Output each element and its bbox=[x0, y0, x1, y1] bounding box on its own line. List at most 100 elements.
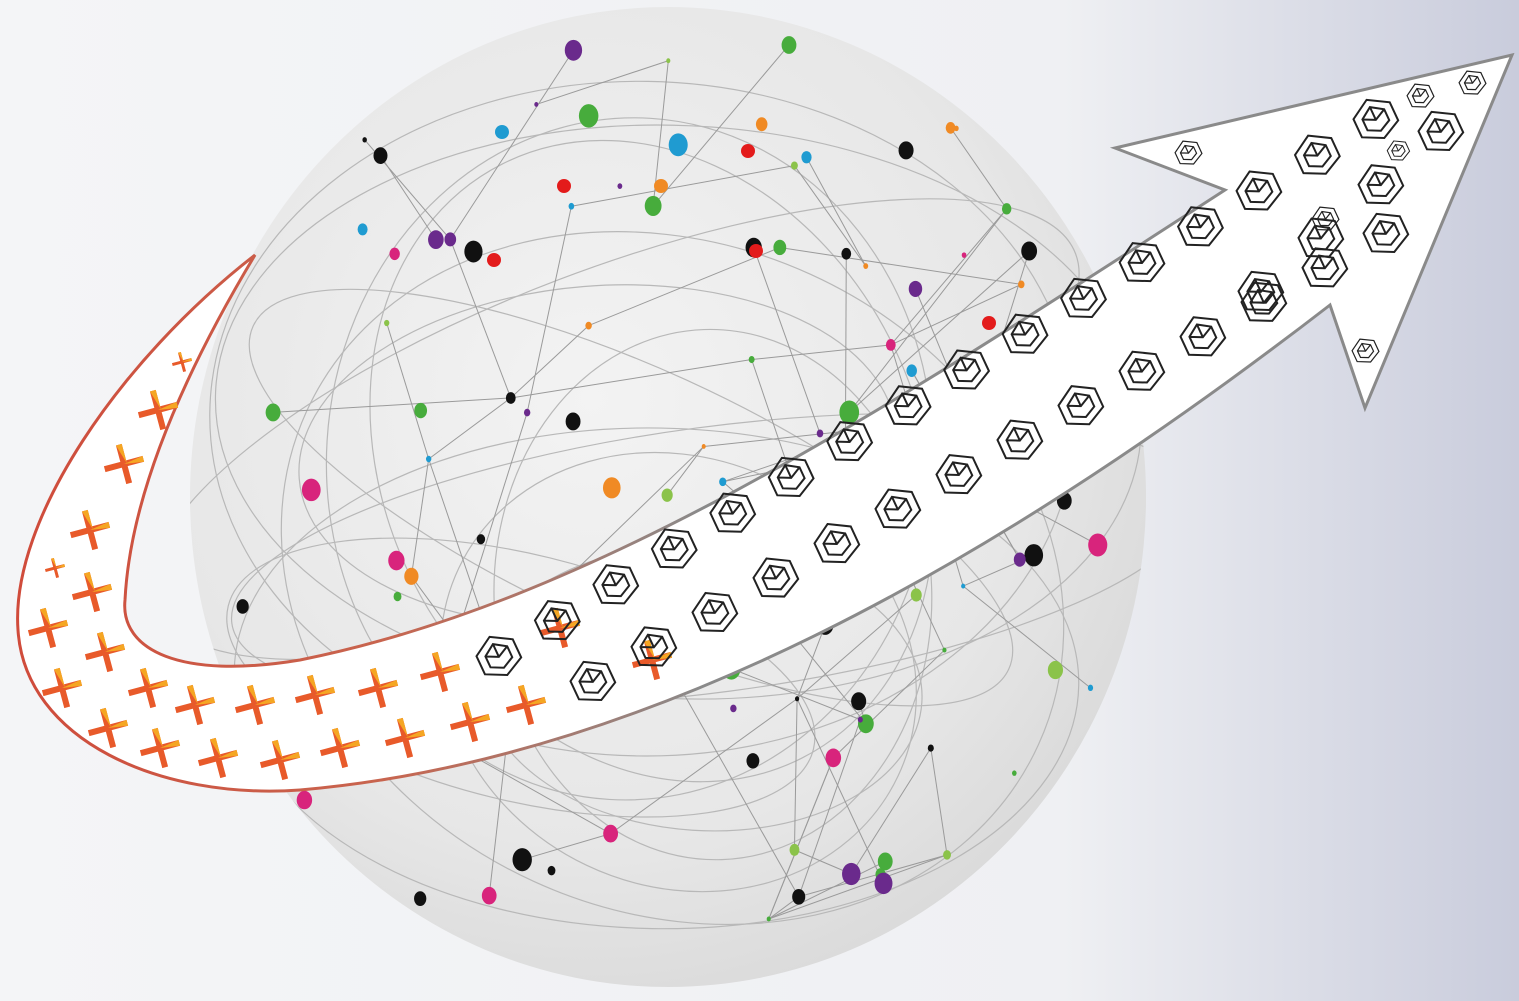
network-node bbox=[789, 843, 800, 856]
cross-shade bbox=[177, 351, 193, 362]
network-link bbox=[610, 698, 798, 835]
network-node bbox=[719, 477, 727, 487]
network-node bbox=[404, 567, 419, 585]
network-node bbox=[603, 824, 619, 843]
network-node bbox=[505, 392, 516, 404]
network-link bbox=[930, 748, 948, 855]
cross-icon bbox=[259, 739, 301, 781]
cross-shade bbox=[271, 739, 301, 760]
cube-inner bbox=[1411, 87, 1430, 104]
network-node bbox=[564, 39, 583, 61]
cross-shade bbox=[331, 727, 361, 748]
network-node bbox=[945, 122, 956, 134]
cross-shade bbox=[396, 717, 426, 738]
network-node bbox=[534, 102, 539, 107]
cube-icon bbox=[533, 600, 581, 641]
network-node bbox=[1087, 684, 1094, 692]
network-node bbox=[801, 151, 812, 164]
network-node bbox=[748, 356, 755, 364]
network-link bbox=[768, 854, 948, 920]
cross-icon bbox=[41, 667, 83, 709]
cube-inner bbox=[700, 599, 730, 625]
cube-outline bbox=[1351, 338, 1380, 363]
network-node bbox=[547, 865, 556, 876]
network-node bbox=[668, 133, 688, 157]
cube-outline bbox=[709, 492, 757, 533]
cube-icon bbox=[943, 349, 991, 390]
network-node bbox=[1021, 241, 1038, 261]
cube-inner bbox=[1188, 323, 1218, 350]
cube-icon bbox=[1311, 206, 1340, 231]
cube-inner bbox=[639, 633, 669, 660]
cube-icon bbox=[1179, 316, 1227, 357]
network-node bbox=[851, 692, 867, 711]
cube-outline bbox=[943, 349, 991, 390]
cube-inner bbox=[601, 571, 631, 598]
arrow-decoration bbox=[27, 70, 1487, 781]
cube-icon bbox=[935, 454, 983, 495]
cross-shade bbox=[139, 667, 169, 688]
cross-icon bbox=[69, 509, 111, 551]
cross-shade bbox=[209, 737, 239, 758]
cross-shade bbox=[96, 631, 126, 652]
cube-inner bbox=[944, 461, 974, 487]
cube-outline bbox=[1311, 206, 1340, 231]
cube-inner bbox=[1426, 118, 1456, 144]
network-node bbox=[841, 247, 852, 260]
network-link bbox=[571, 165, 795, 207]
cube-outline bbox=[752, 557, 800, 598]
cube-inner bbox=[1371, 220, 1401, 246]
cube-outline bbox=[935, 454, 983, 495]
cross-icon bbox=[319, 727, 361, 769]
cube-outline bbox=[1352, 98, 1400, 139]
network-node bbox=[523, 408, 531, 417]
cube-icon bbox=[1237, 270, 1285, 311]
highlight-dot bbox=[557, 179, 571, 193]
cube-icon bbox=[1060, 277, 1108, 318]
cube-outline bbox=[767, 456, 815, 497]
network-node bbox=[746, 753, 760, 769]
network-node bbox=[425, 455, 432, 463]
network-link bbox=[273, 397, 511, 413]
network-link bbox=[410, 458, 430, 577]
network-link bbox=[794, 165, 867, 267]
cross-icon bbox=[357, 667, 399, 709]
cube-inner bbox=[1179, 144, 1198, 161]
network-link bbox=[890, 283, 1022, 346]
network-link bbox=[796, 624, 826, 699]
network-node bbox=[857, 716, 863, 723]
cube-icon bbox=[1357, 164, 1405, 205]
cube-inner bbox=[1185, 213, 1216, 240]
cross-shade bbox=[99, 707, 129, 728]
cube-outline bbox=[475, 635, 523, 676]
cube-outline bbox=[1406, 83, 1435, 108]
arrow bbox=[16, 52, 1515, 793]
cross-icon bbox=[234, 684, 276, 726]
cube-outline bbox=[1417, 110, 1465, 151]
cube-icon bbox=[826, 421, 874, 462]
network-node bbox=[755, 117, 768, 132]
network-link bbox=[428, 397, 512, 460]
cube-icon bbox=[709, 492, 757, 533]
network-node bbox=[839, 400, 860, 425]
network-link bbox=[796, 698, 884, 884]
cube-inner bbox=[578, 668, 608, 694]
network-link bbox=[522, 833, 611, 861]
network-node bbox=[790, 161, 798, 170]
cube-icon bbox=[1417, 110, 1465, 151]
highlight-dot bbox=[495, 125, 509, 139]
cube-outline bbox=[874, 488, 922, 529]
cube-inner bbox=[542, 607, 572, 633]
cube-outline bbox=[1293, 134, 1341, 175]
cross-shade bbox=[50, 557, 66, 568]
cube-outline bbox=[691, 591, 739, 633]
cross-icon bbox=[87, 707, 129, 749]
network-node bbox=[927, 744, 934, 752]
network-node bbox=[1047, 660, 1064, 680]
network-node bbox=[661, 488, 673, 502]
cube-inner bbox=[1127, 357, 1157, 384]
cube-inner bbox=[822, 530, 852, 556]
cross-icon bbox=[419, 651, 461, 693]
globe-arc bbox=[230, 412, 1146, 707]
